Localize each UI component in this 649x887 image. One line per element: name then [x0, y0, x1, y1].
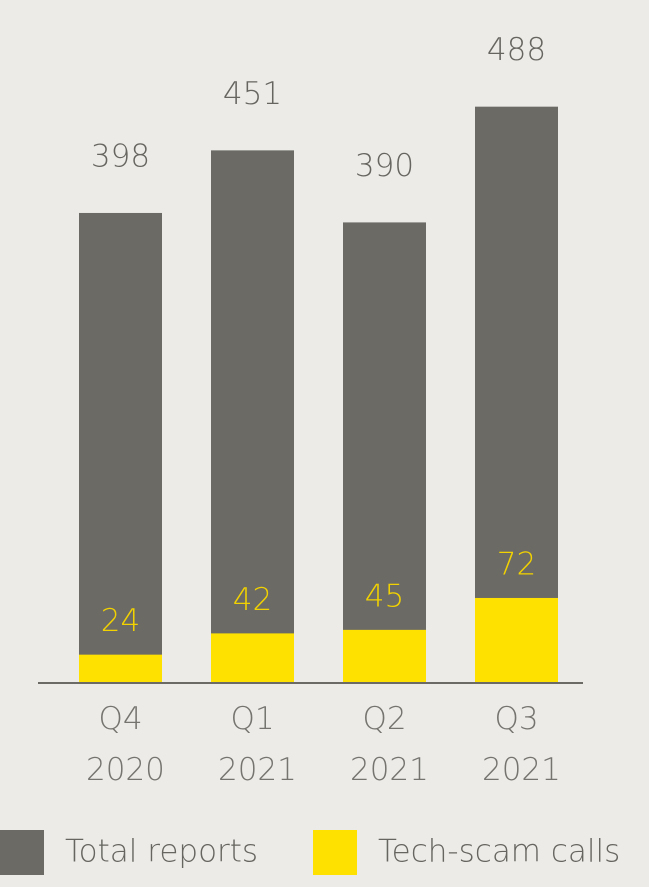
value-label: 488: [487, 32, 546, 68]
bar: [211, 633, 294, 683]
value-label: 398: [91, 138, 150, 174]
value-label: 451: [223, 76, 282, 112]
value-label: 45: [365, 578, 404, 614]
value-label: 390: [355, 148, 414, 184]
bar: [211, 150, 294, 683]
value-label: 24: [101, 603, 140, 639]
x-tick-label: Q1 2021: [208, 701, 297, 788]
bar: [475, 597, 558, 683]
bar: [79, 212, 162, 683]
x-tick-label: Q3 2021: [472, 701, 561, 788]
bar: [343, 629, 426, 683]
bar: [343, 222, 426, 683]
x-tick-label: Q2 2021: [340, 701, 429, 788]
x-tick-label: Q4 2020: [76, 701, 165, 788]
value-label: 42: [233, 582, 272, 618]
value-label: 72: [497, 546, 536, 582]
bar: [79, 654, 162, 683]
legend-label: Total reports: [65, 834, 258, 870]
bar: [475, 106, 558, 683]
legend-swatch: [0, 830, 44, 875]
legend-label: Tech-scam calls: [378, 834, 620, 870]
legend-swatch: [313, 830, 357, 875]
